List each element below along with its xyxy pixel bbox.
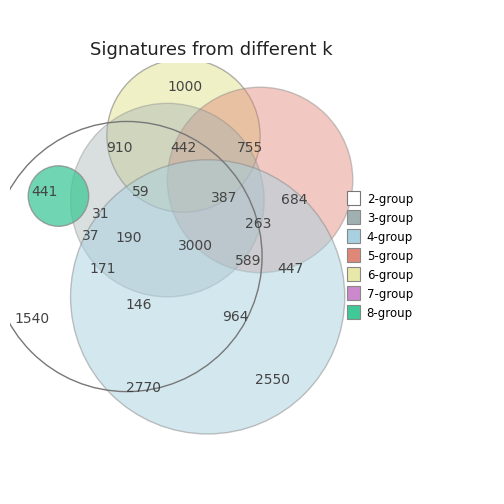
Text: 263: 263 xyxy=(245,217,271,231)
Legend: 2-group, 3-group, 4-group, 5-group, 6-group, 7-group, 8-group: 2-group, 3-group, 4-group, 5-group, 6-gr… xyxy=(347,193,413,320)
Text: 387: 387 xyxy=(211,191,237,205)
Text: 2770: 2770 xyxy=(125,381,161,395)
Text: 964: 964 xyxy=(223,310,249,324)
Text: 1540: 1540 xyxy=(15,312,50,326)
Text: 684: 684 xyxy=(281,193,307,207)
Circle shape xyxy=(28,166,89,226)
Text: 441: 441 xyxy=(32,185,58,199)
Circle shape xyxy=(71,103,264,297)
Text: 31: 31 xyxy=(92,207,109,221)
Text: 2550: 2550 xyxy=(255,372,290,387)
Text: 3000: 3000 xyxy=(178,239,213,254)
Text: 442: 442 xyxy=(170,141,197,155)
Circle shape xyxy=(107,59,260,212)
Circle shape xyxy=(71,160,345,434)
Text: 447: 447 xyxy=(277,262,303,276)
Text: 59: 59 xyxy=(133,185,150,199)
Title: Signatures from different k: Signatures from different k xyxy=(90,41,333,58)
Text: 190: 190 xyxy=(116,231,142,245)
Circle shape xyxy=(167,87,353,273)
Text: 146: 146 xyxy=(126,298,152,312)
Text: 910: 910 xyxy=(106,141,132,155)
Text: 755: 755 xyxy=(237,141,263,155)
Text: 1000: 1000 xyxy=(168,80,203,94)
Text: 171: 171 xyxy=(90,262,116,276)
Text: 37: 37 xyxy=(82,229,99,243)
Text: 589: 589 xyxy=(235,254,261,268)
